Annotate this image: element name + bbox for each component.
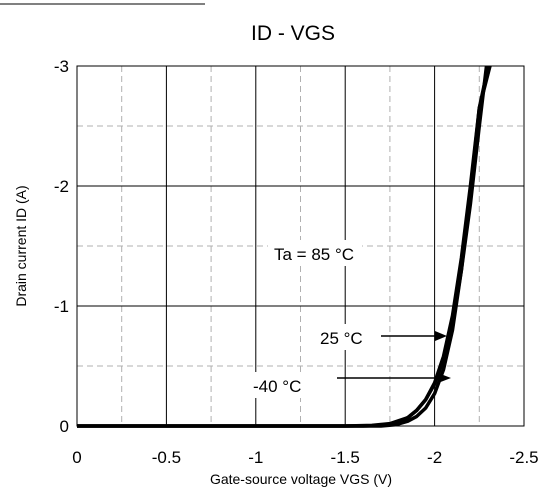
chart-title: ID - VGS — [251, 22, 335, 45]
x-tick-label: 0 — [72, 448, 81, 467]
annotation-85-bg — [268, 240, 362, 266]
x-tick-label: -2.5 — [509, 448, 538, 467]
annotation-25-bg — [314, 324, 372, 350]
x-tick-label: -2 — [427, 448, 442, 467]
annotation-25: 25 °C — [320, 329, 363, 348]
y-tick-label: -3 — [54, 57, 69, 76]
annotation-40: -40 °C — [253, 377, 301, 396]
x-tick-label: -0.5 — [152, 448, 181, 467]
arrow-25-head — [435, 331, 447, 341]
x-tick-label: -1.5 — [331, 448, 360, 467]
x-tick-label: -1 — [248, 448, 263, 467]
y-tick-label: -2 — [54, 177, 69, 196]
y-tick-labels: 0 -1 -2 -3 — [54, 57, 69, 436]
x-axis-label: Gate-source voltage VGS (V) — [210, 471, 392, 487]
annotation-85: Ta = 85 °C — [274, 245, 354, 264]
y-axis-label: Drain current ID (A) — [13, 185, 29, 306]
x-tick-labels: 0 -0.5 -1 -1.5 -2 -2.5 — [72, 448, 538, 467]
y-tick-label: 0 — [60, 417, 69, 436]
annotation-40-bg — [247, 372, 315, 398]
y-tick-label: -1 — [54, 297, 69, 316]
plot-frame — [76, 65, 525, 427]
arrow-40-head — [438, 373, 451, 383]
